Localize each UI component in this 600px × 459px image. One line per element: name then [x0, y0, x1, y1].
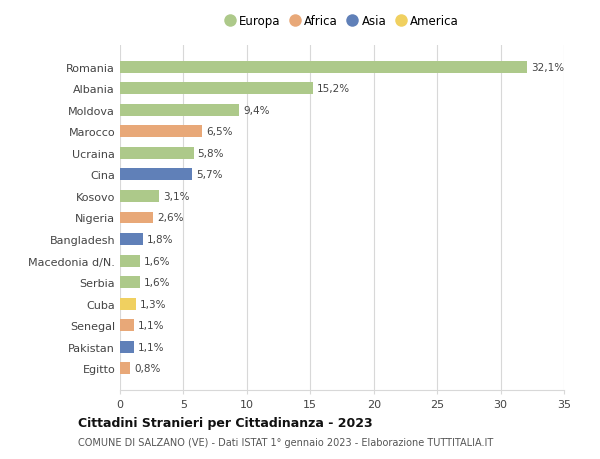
- Bar: [120, 363, 130, 375]
- Bar: [120, 234, 143, 246]
- Text: 1,8%: 1,8%: [146, 235, 173, 245]
- Text: 1,6%: 1,6%: [144, 278, 170, 287]
- Text: 1,6%: 1,6%: [144, 256, 170, 266]
- Bar: [120, 277, 140, 288]
- Text: 5,7%: 5,7%: [196, 170, 223, 180]
- Bar: [120, 212, 153, 224]
- Bar: [120, 105, 239, 117]
- Bar: [120, 126, 202, 138]
- Text: Cittadini Stranieri per Cittadinanza - 2023: Cittadini Stranieri per Cittadinanza - 2…: [78, 416, 373, 429]
- Text: 1,1%: 1,1%: [138, 342, 164, 352]
- Text: 0,8%: 0,8%: [134, 364, 160, 374]
- Text: 1,1%: 1,1%: [138, 320, 164, 330]
- Bar: [120, 319, 134, 331]
- Bar: [120, 255, 140, 267]
- Text: 15,2%: 15,2%: [317, 84, 350, 94]
- Bar: [120, 148, 194, 159]
- Text: 6,5%: 6,5%: [206, 127, 233, 137]
- Bar: [120, 169, 193, 181]
- Bar: [120, 62, 527, 73]
- Bar: [120, 190, 160, 202]
- Text: 2,6%: 2,6%: [157, 213, 183, 223]
- Bar: [120, 83, 313, 95]
- Text: 5,8%: 5,8%: [197, 149, 224, 158]
- Text: 3,1%: 3,1%: [163, 191, 190, 202]
- Text: 32,1%: 32,1%: [531, 62, 564, 73]
- Text: 9,4%: 9,4%: [243, 106, 269, 116]
- Legend: Europa, Africa, Asia, America: Europa, Africa, Asia, America: [220, 11, 464, 33]
- Bar: [120, 298, 136, 310]
- Text: COMUNE DI SALZANO (VE) - Dati ISTAT 1° gennaio 2023 - Elaborazione TUTTITALIA.IT: COMUNE DI SALZANO (VE) - Dati ISTAT 1° g…: [78, 437, 493, 447]
- Text: 1,3%: 1,3%: [140, 299, 167, 309]
- Bar: [120, 341, 134, 353]
